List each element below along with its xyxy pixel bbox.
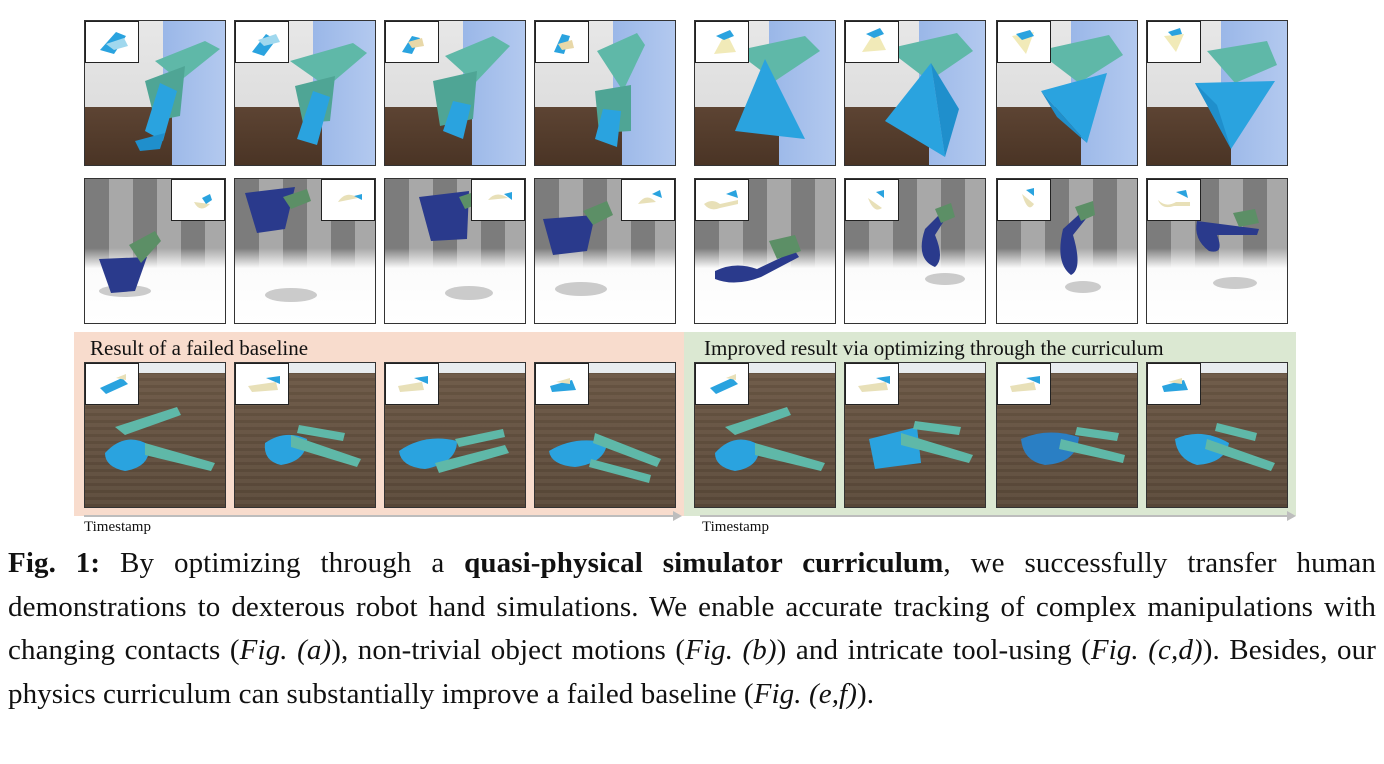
robot-hand-block-render (595, 33, 645, 147)
frame-b-3 (384, 178, 526, 324)
frame-a-6 (844, 20, 986, 166)
human-reference-inset (997, 363, 1051, 405)
robot-hand-mouse-render (715, 407, 825, 471)
robot-hand-mouse-render (399, 429, 509, 473)
robot-hand-tetrahedron-render (735, 36, 820, 139)
human-reference-inset (171, 179, 225, 221)
human-reference-inset (845, 363, 899, 405)
human-reference-inset (235, 21, 289, 63)
frame-b-5 (694, 178, 836, 324)
human-reference-inset (695, 363, 749, 405)
robot-hand-tetrahedron-render (885, 33, 973, 157)
improved-result-label: Improved result via optimizing through t… (704, 336, 1164, 360)
human-reference-inset (845, 21, 899, 63)
caption-text: ). (856, 677, 875, 710)
frame-f-1 (694, 362, 836, 508)
frame-b-2 (234, 178, 376, 324)
caption-figure-ref: Fig. (e,f) (753, 677, 857, 710)
human-reference-inset (385, 21, 439, 63)
frame-e-2 (234, 362, 376, 508)
human-reference-inset (1147, 179, 1201, 221)
frame-a-3 (384, 20, 526, 166)
frame-b-8 (1146, 178, 1288, 324)
caption-text: ) and intricate tool-using ( (776, 634, 1091, 666)
timestamp-label-right: Timestamp (702, 519, 769, 535)
robot-hand-bowl-render (99, 231, 161, 297)
human-reference-inset (85, 21, 139, 63)
frame-e-3 (384, 362, 526, 508)
robot-hand-bowl-render (419, 191, 493, 300)
robot-hand-block-render (433, 36, 510, 139)
robot-hand-spoon-render (715, 235, 801, 283)
frame-b-4 (534, 178, 676, 324)
human-reference-inset (997, 179, 1051, 221)
failed-baseline-label: Result of a failed baseline (90, 336, 309, 360)
figure-1: Result of a failed baseline Improved res… (74, 20, 1296, 535)
human-reference-inset (1147, 363, 1201, 405)
human-reference-inset (1147, 21, 1201, 63)
robot-hand-mouse-render (264, 425, 361, 467)
robot-hand-mouse-render (869, 421, 973, 469)
human-reference-inset (385, 363, 439, 405)
robot-hand-tetrahedron-render (1037, 35, 1123, 143)
human-reference-inset (695, 179, 749, 221)
human-reference-inset (535, 21, 589, 63)
human-reference-inset (621, 179, 675, 221)
frame-b-1 (84, 178, 226, 324)
timestamp-label-left: Timestamp (84, 519, 151, 535)
robot-hand-spoon-render (921, 203, 965, 285)
human-reference-inset (535, 363, 589, 405)
human-reference-inset (997, 21, 1051, 63)
caption-emphasis: quasi-physical simulator curriculum (464, 547, 944, 579)
caption-text: By optimizing through a (100, 547, 465, 579)
frame-b-7 (996, 178, 1138, 324)
caption-text: , we successfully transfer human demonst… (8, 547, 1376, 666)
robot-hand-block-render (135, 41, 220, 151)
human-reference-inset (471, 179, 525, 221)
frame-a-2 (234, 20, 376, 166)
caption-figure-ref: Fig. (b) (685, 634, 777, 666)
frame-e-1 (84, 362, 226, 508)
robot-hand-tetrahedron-render (1195, 41, 1277, 149)
robot-hand-mouse-render (549, 433, 661, 483)
frame-a-7 (996, 20, 1138, 166)
caption-text: ). Besides, our physics curriculum can s… (8, 634, 1376, 710)
figure-row-a (84, 20, 1290, 168)
frame-a-4 (534, 20, 676, 166)
frame-a-8 (1146, 20, 1288, 166)
caption-figure-ref: Fig. (a) (239, 634, 332, 666)
frame-b-6 (844, 178, 986, 324)
robot-hand-mouse-render (1175, 423, 1275, 471)
frame-a-1 (84, 20, 226, 166)
human-reference-inset (695, 21, 749, 63)
robot-hand-bowl-render (543, 201, 613, 296)
human-reference-inset (85, 363, 139, 405)
frame-e-4 (534, 362, 676, 508)
caption-text: ), non-trivial object motions ( (331, 634, 686, 666)
robot-hand-mouse-render (1021, 427, 1125, 465)
frame-f-4 (1146, 362, 1288, 508)
frame-f-2 (844, 362, 986, 508)
caption-fig-label: Fig. 1: (8, 547, 101, 579)
figure-caption: Fig. 1: By optimizing through a quasi-ph… (8, 542, 1376, 716)
human-reference-inset (845, 179, 899, 221)
human-reference-inset (235, 363, 289, 405)
frame-a-5 (694, 20, 836, 166)
robot-hand-mouse-render (105, 407, 215, 471)
caption-figure-ref: Fig. (c,d) (1090, 634, 1203, 666)
robot-hand-bowl-render (245, 187, 317, 302)
human-reference-inset (321, 179, 375, 221)
robot-hand-spoon-render (1196, 209, 1259, 289)
timestamp-arrow-right (700, 511, 1296, 521)
frame-f-3 (996, 362, 1138, 508)
robot-hand-spoon-render (1060, 201, 1101, 293)
figure-row-c (84, 362, 1290, 512)
timestamp-arrow-left (84, 511, 682, 521)
figure-row-b (84, 178, 1290, 328)
robot-hand-block-render (290, 43, 367, 145)
